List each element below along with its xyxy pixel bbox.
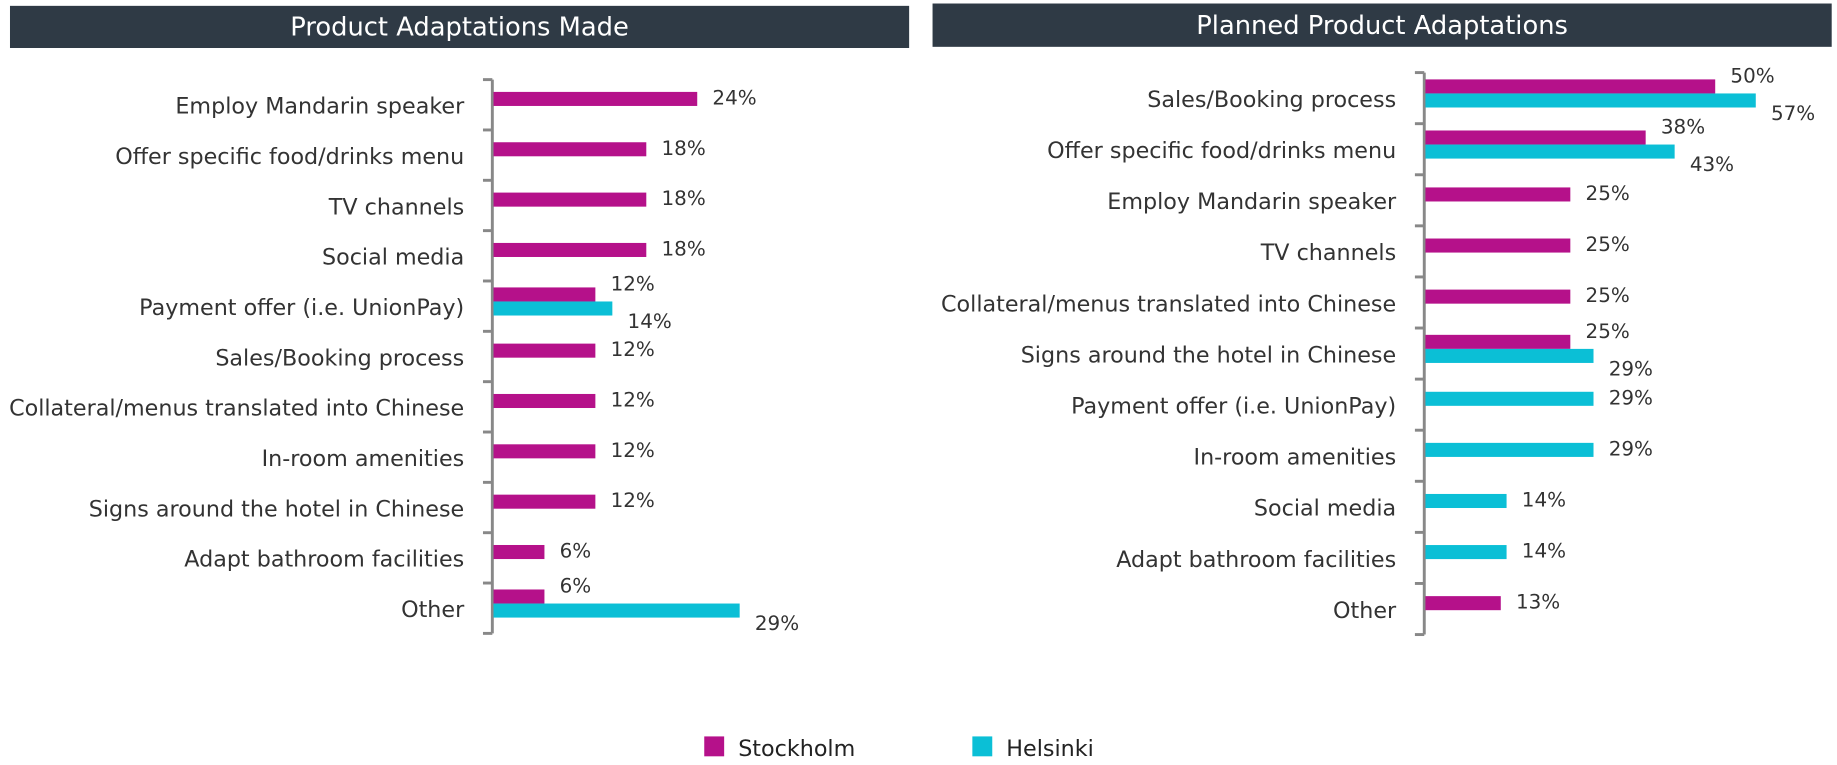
bar [493,287,596,302]
category-label: Other [1333,598,1397,624]
value-label: 29% [1609,357,1653,380]
bar [1425,493,1507,509]
value-label: 12% [611,439,655,462]
bar [493,91,698,106]
bar [493,142,647,157]
bar [1425,391,1594,406]
category-label: Social media [1254,496,1396,522]
bar [1425,348,1594,363]
category-label: Other [401,597,465,623]
value-label: 18% [662,137,706,160]
category-label: Sales/Booking process [215,345,464,371]
bar [493,444,596,459]
value-label: 29% [1609,386,1653,409]
bar [493,589,545,604]
value-label: 12% [611,273,655,296]
bar [493,544,545,560]
bar [1425,187,1571,202]
value-label: 12% [611,489,655,512]
value-label: 6% [560,575,592,598]
value-label: 24% [712,86,756,109]
bar [1425,334,1571,349]
bar [1425,289,1571,304]
value-label: 25% [1586,284,1630,307]
value-label: 38% [1661,116,1705,139]
category-label: Offer specific food/drinks menu [115,144,464,170]
value-label: 29% [1609,437,1653,460]
value-label: 18% [662,237,706,260]
value-label: 12% [611,388,655,411]
legend-swatch [704,736,725,757]
category-label: Collateral/menus translated into Chinese [9,396,464,422]
value-label: 14% [1522,488,1566,511]
legend-swatch [972,736,993,757]
value-label: 25% [1586,320,1630,343]
value-label: 25% [1586,233,1630,256]
category-label: Sales/Booking process [1147,87,1396,113]
bar [1425,442,1594,457]
bar [493,192,647,207]
value-label: 50% [1730,65,1774,88]
category-label: In-room amenities [1194,445,1397,471]
bar [493,343,596,358]
category-label: Payment offer (i.e. UnionPay) [139,295,464,321]
value-label: 14% [628,310,672,333]
bar [1425,144,1675,159]
value-label: 13% [1516,591,1560,614]
category-label: Adapt bathroom facilities [184,547,464,573]
value-label: 14% [1522,540,1566,563]
category-label: In-room amenities [262,446,465,472]
bar [1425,130,1646,145]
category-label: Signs around the hotel in Chinese [1021,342,1396,368]
bar [493,603,740,618]
bar [493,242,647,257]
bar [1425,238,1571,253]
category-label: Signs around the hotel in Chinese [89,496,464,522]
value-label: 43% [1690,153,1734,176]
bar [493,301,613,316]
category-label: Payment offer (i.e. UnionPay) [1071,394,1396,420]
value-label: 57% [1771,102,1815,125]
category-label: TV channels [328,194,464,220]
bar [1425,79,1716,94]
category-label: Employ Mandarin speaker [175,94,465,120]
category-label: Adapt bathroom facilities [1116,547,1396,573]
bar [1425,93,1756,108]
title-bar [932,3,1832,47]
chart-title: Product Adaptations Made [290,13,629,43]
category-label: Collateral/menus translated into Chinese [941,291,1396,317]
bar [493,494,596,509]
category-label: TV channels [1260,240,1396,266]
title-bar [9,5,910,49]
value-label: 29% [755,612,799,635]
legend-label: Helsinki [1006,736,1093,761]
category-label: Employ Mandarin speaker [1107,189,1397,215]
bar [1425,545,1507,560]
category-label: Offer specific food/drinks menu [1047,138,1396,164]
value-label: 25% [1586,182,1630,205]
bar [493,393,596,409]
value-label: 18% [662,187,706,210]
legend-label: Stockholm [738,736,855,761]
value-label: 12% [611,338,655,361]
category-label: Social media [322,245,464,271]
value-label: 6% [560,540,592,563]
bar [1425,596,1501,611]
chart-title: Planned Product Adaptations [1196,11,1568,41]
